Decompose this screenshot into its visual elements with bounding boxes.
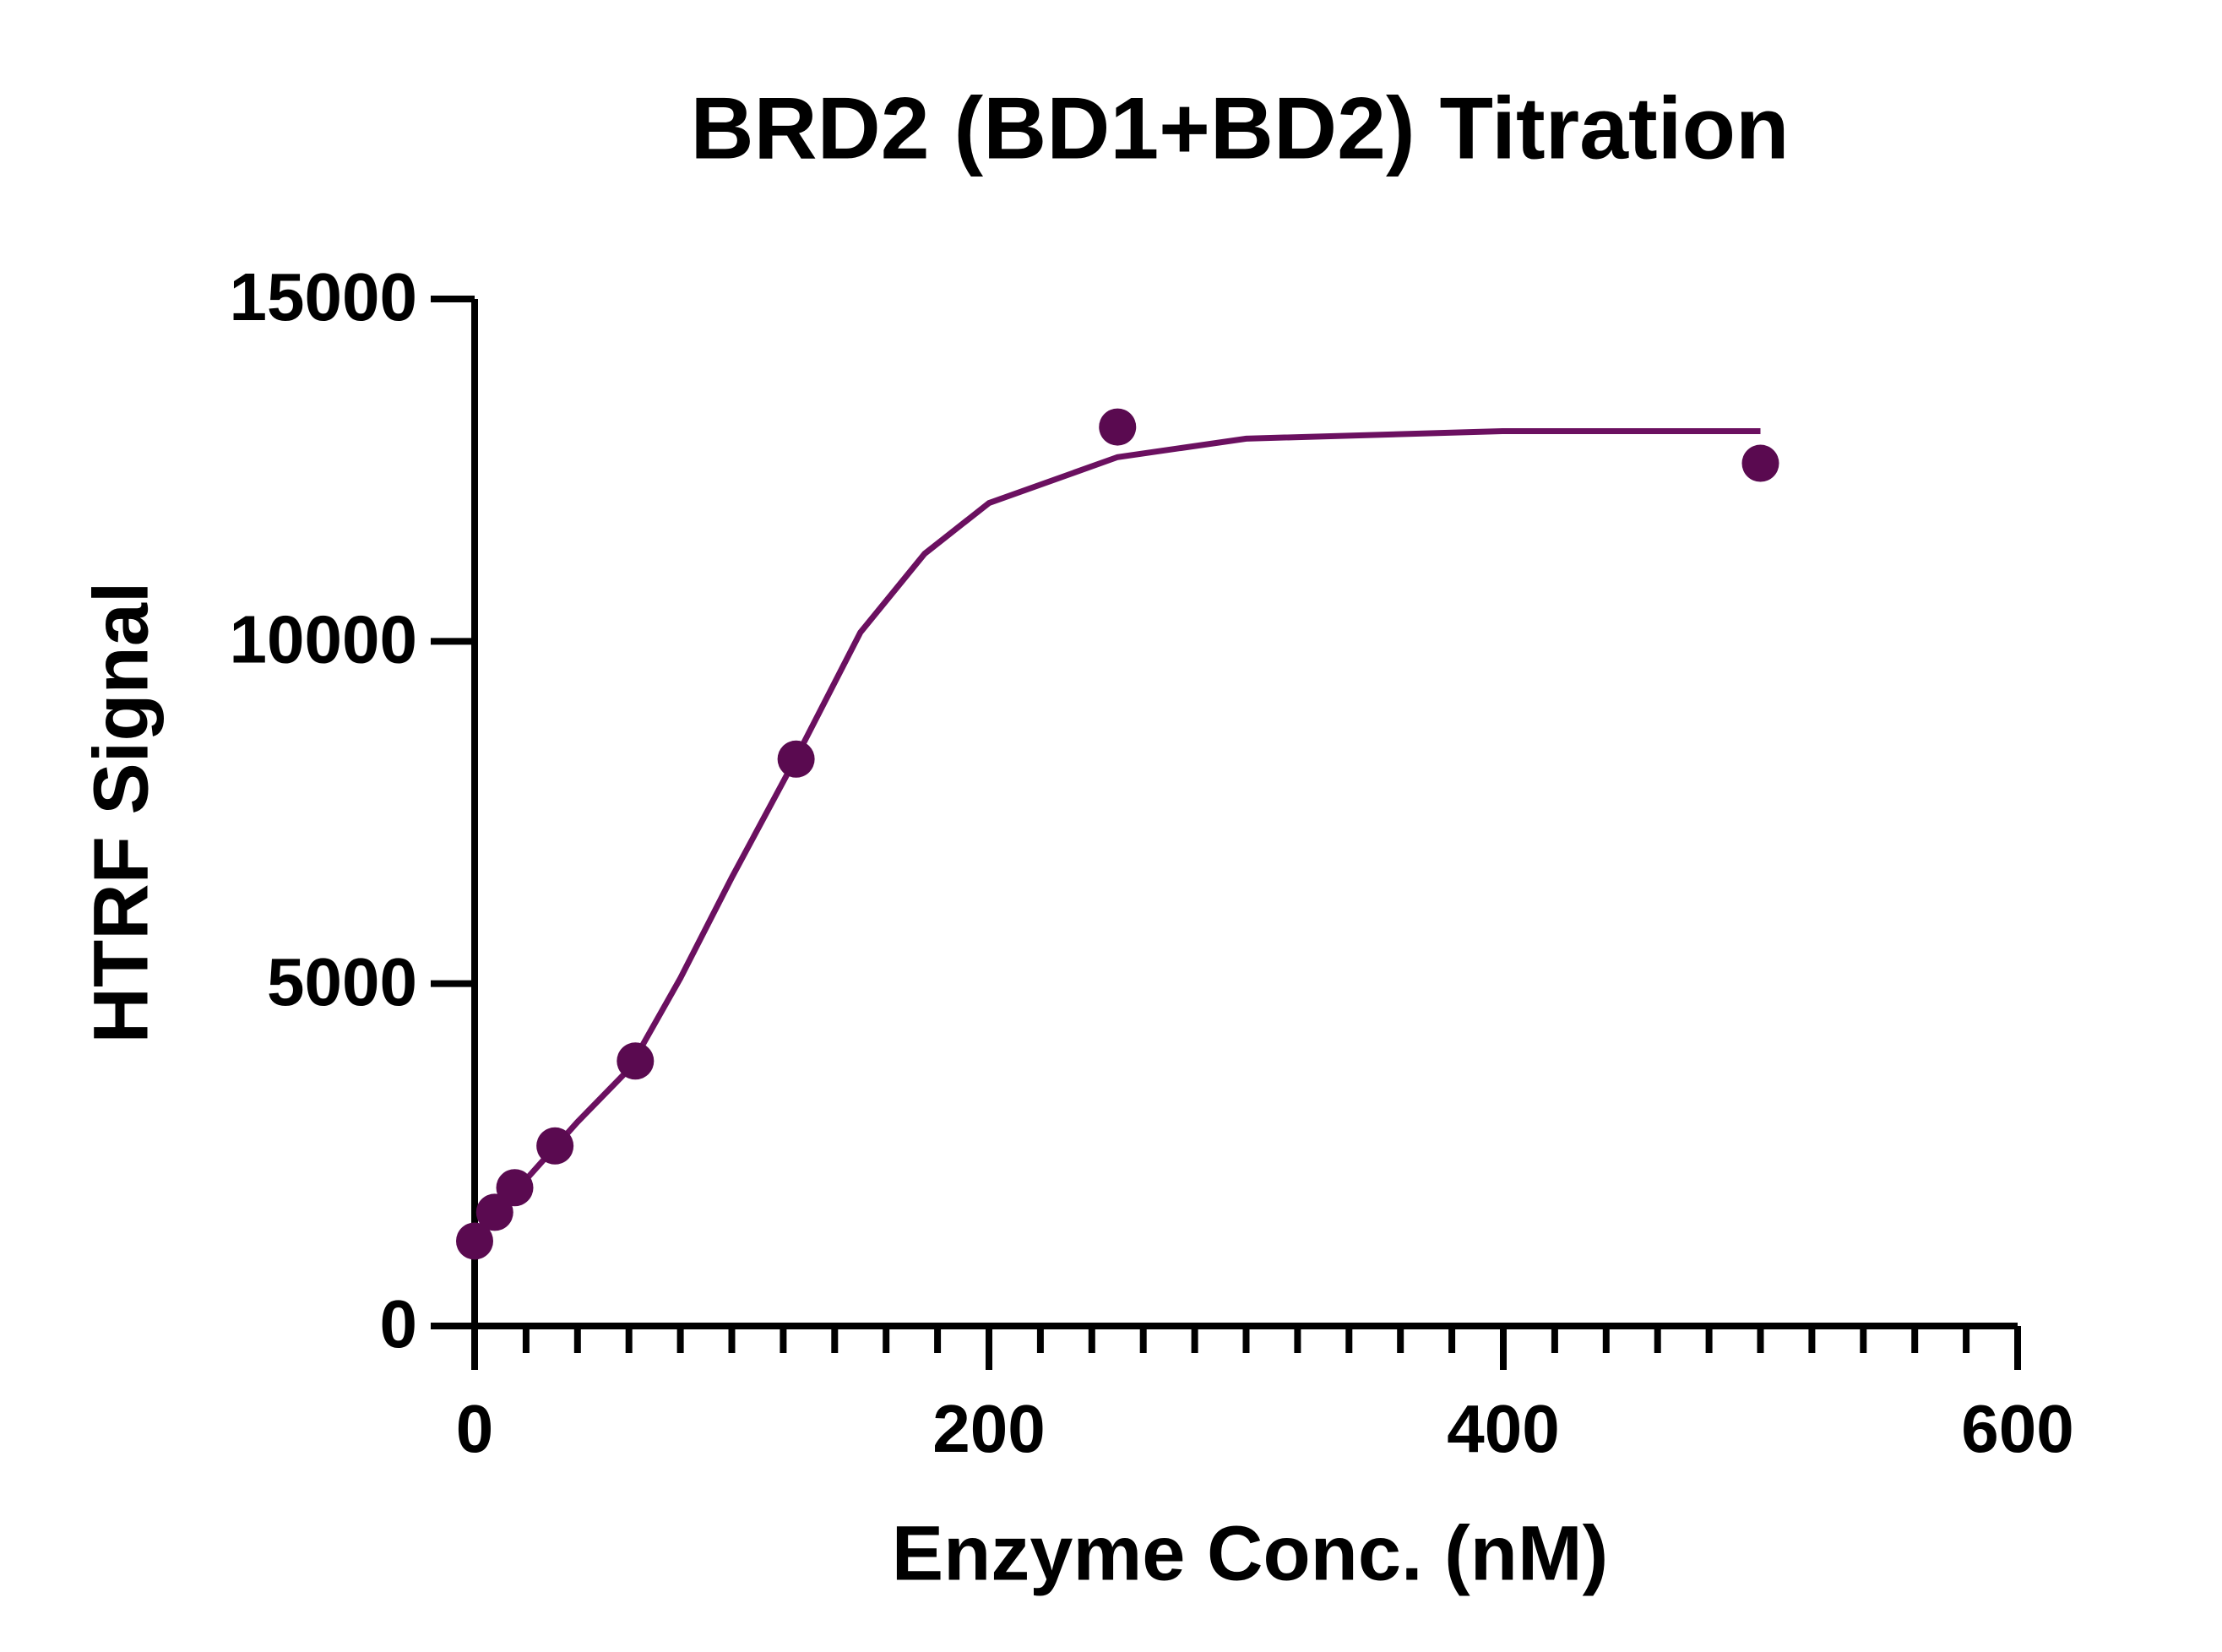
data-point xyxy=(1099,408,1137,446)
x-tick-label: 400 xyxy=(1447,1391,1559,1466)
chart-title: BRD2 (BD1+BD2) Titration xyxy=(690,79,1789,177)
y-tick-label: 10000 xyxy=(230,601,417,677)
data-point xyxy=(1741,444,1779,482)
data-point xyxy=(536,1127,574,1165)
fit-curve xyxy=(472,427,1761,1246)
x-tick-label: 0 xyxy=(456,1391,494,1466)
data-point xyxy=(475,1193,513,1231)
x-axis-title: Enzyme Conc. (nM) xyxy=(892,1510,1608,1596)
y-tick-label: 5000 xyxy=(267,944,417,1019)
y-tick-label: 15000 xyxy=(230,259,417,334)
data-point xyxy=(456,1222,493,1260)
y-axis-title: HTRF Signal xyxy=(78,582,164,1044)
y-tick-label: 0 xyxy=(380,1286,418,1361)
data-point xyxy=(617,1042,655,1080)
data-point xyxy=(777,740,815,778)
data-point xyxy=(496,1169,534,1207)
x-tick-label: 600 xyxy=(1961,1391,2073,1466)
x-tick-label: 200 xyxy=(932,1391,1045,1466)
